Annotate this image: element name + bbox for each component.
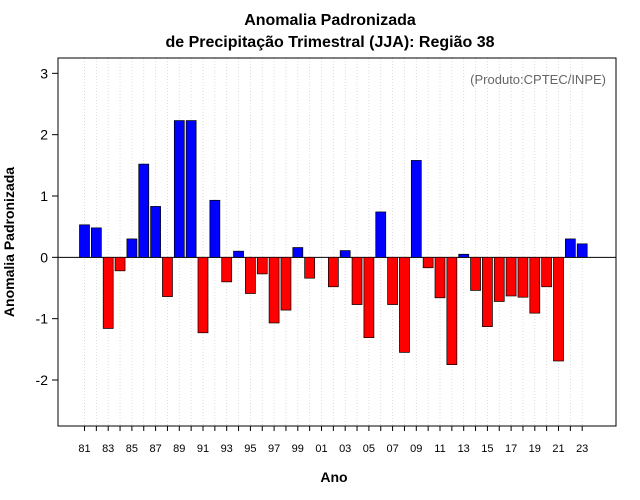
bars-group: [79, 120, 588, 366]
bar-08: [399, 256, 410, 353]
x-tick-label: 23: [576, 443, 588, 455]
chart-title-line-1: Anomalia Padronizada: [244, 12, 416, 29]
y-tick-label: 2: [40, 127, 48, 143]
x-tick-label: 97: [268, 443, 280, 455]
x-axis: 81 83 85 87 89 91 93 95 97 99 01 03 05 07 09 11 13 15 17 19…: [78, 426, 588, 455]
y-tick-label: 3: [40, 65, 48, 81]
bar-96: [256, 256, 268, 275]
x-tick-label: 13: [458, 443, 470, 455]
x-tick-label: 11: [434, 443, 445, 455]
x-tick-label: 83: [102, 443, 114, 455]
bar-12: [446, 256, 458, 366]
y-axis-label: Anomalia Padronizada: [1, 167, 17, 317]
bar-16: [493, 256, 505, 302]
bar-87: [150, 206, 161, 258]
bar-14: [470, 256, 481, 291]
x-tick-label: 81: [78, 443, 90, 455]
x-tick-label: 19: [529, 443, 541, 455]
bar-90: [185, 120, 197, 258]
chart-title-line-2: de Precipitação Trimestral (JJA): Região…: [165, 34, 494, 51]
x-tick-label: 91: [197, 443, 209, 455]
y-tick-label: -2: [36, 372, 49, 388]
x-tick-label: 21: [552, 443, 564, 455]
x-tick-label: 15: [481, 443, 493, 455]
bar-15: [482, 256, 493, 327]
bar-94: [233, 250, 244, 258]
bar-93: [221, 256, 233, 283]
bar-21: [553, 256, 564, 362]
bar-88: [162, 256, 173, 297]
bar-81: [79, 224, 90, 258]
x-tick-label: 93: [221, 443, 233, 455]
bar-09: [410, 160, 422, 258]
y-tick-label: 0: [40, 249, 48, 265]
bar-98: [280, 256, 292, 311]
bar-17: [505, 256, 517, 297]
bar-18: [517, 256, 529, 298]
product-annotation: (Produto:CPTEC/INPE): [470, 72, 606, 87]
bar-13: [458, 253, 470, 258]
x-axis-label: Ano: [320, 469, 347, 485]
x-tick-label: 09: [410, 443, 422, 455]
x-tick-label: 07: [386, 443, 398, 455]
bar-22: [564, 238, 576, 258]
bar-00: [304, 256, 315, 279]
bar-10: [422, 256, 434, 269]
bar-91: [197, 256, 209, 334]
bar-23: [576, 243, 588, 258]
x-tick-label: 05: [363, 443, 375, 455]
bar-84: [114, 256, 126, 272]
y-tick-label: -1: [36, 311, 49, 327]
bar-06: [375, 211, 387, 258]
x-tick-label: 03: [339, 443, 351, 455]
bar-19: [529, 256, 541, 314]
x-tick-label: 89: [173, 443, 185, 455]
bar-89: [173, 120, 185, 258]
bar-04: [351, 256, 363, 305]
bar-97: [268, 256, 280, 324]
plot-frame: [57, 57, 617, 427]
y-axis: -2 -1 0 1 2 3: [36, 65, 58, 388]
bar-11: [434, 256, 446, 299]
bar-86: [138, 163, 150, 258]
grid-lines: [84, 58, 583, 426]
bar-20: [541, 256, 553, 288]
bar-85: [126, 238, 138, 258]
bar-02: [328, 256, 339, 288]
x-tick-label: 95: [244, 443, 256, 455]
bar-07: [387, 256, 398, 305]
y-tick-label: 1: [40, 188, 48, 204]
x-tick-label: 17: [505, 443, 517, 455]
bar-83: [102, 256, 114, 329]
x-tick-label: 99: [292, 443, 304, 455]
bar-05: [363, 256, 375, 339]
bar-82: [90, 227, 102, 258]
x-tick-label: 01: [315, 443, 327, 455]
bar-03: [339, 250, 351, 258]
x-tick-label: 87: [149, 443, 161, 455]
x-tick-label: 85: [126, 443, 138, 455]
bar-99: [292, 247, 304, 258]
bar-92: [209, 199, 221, 258]
bar-95: [245, 256, 256, 294]
